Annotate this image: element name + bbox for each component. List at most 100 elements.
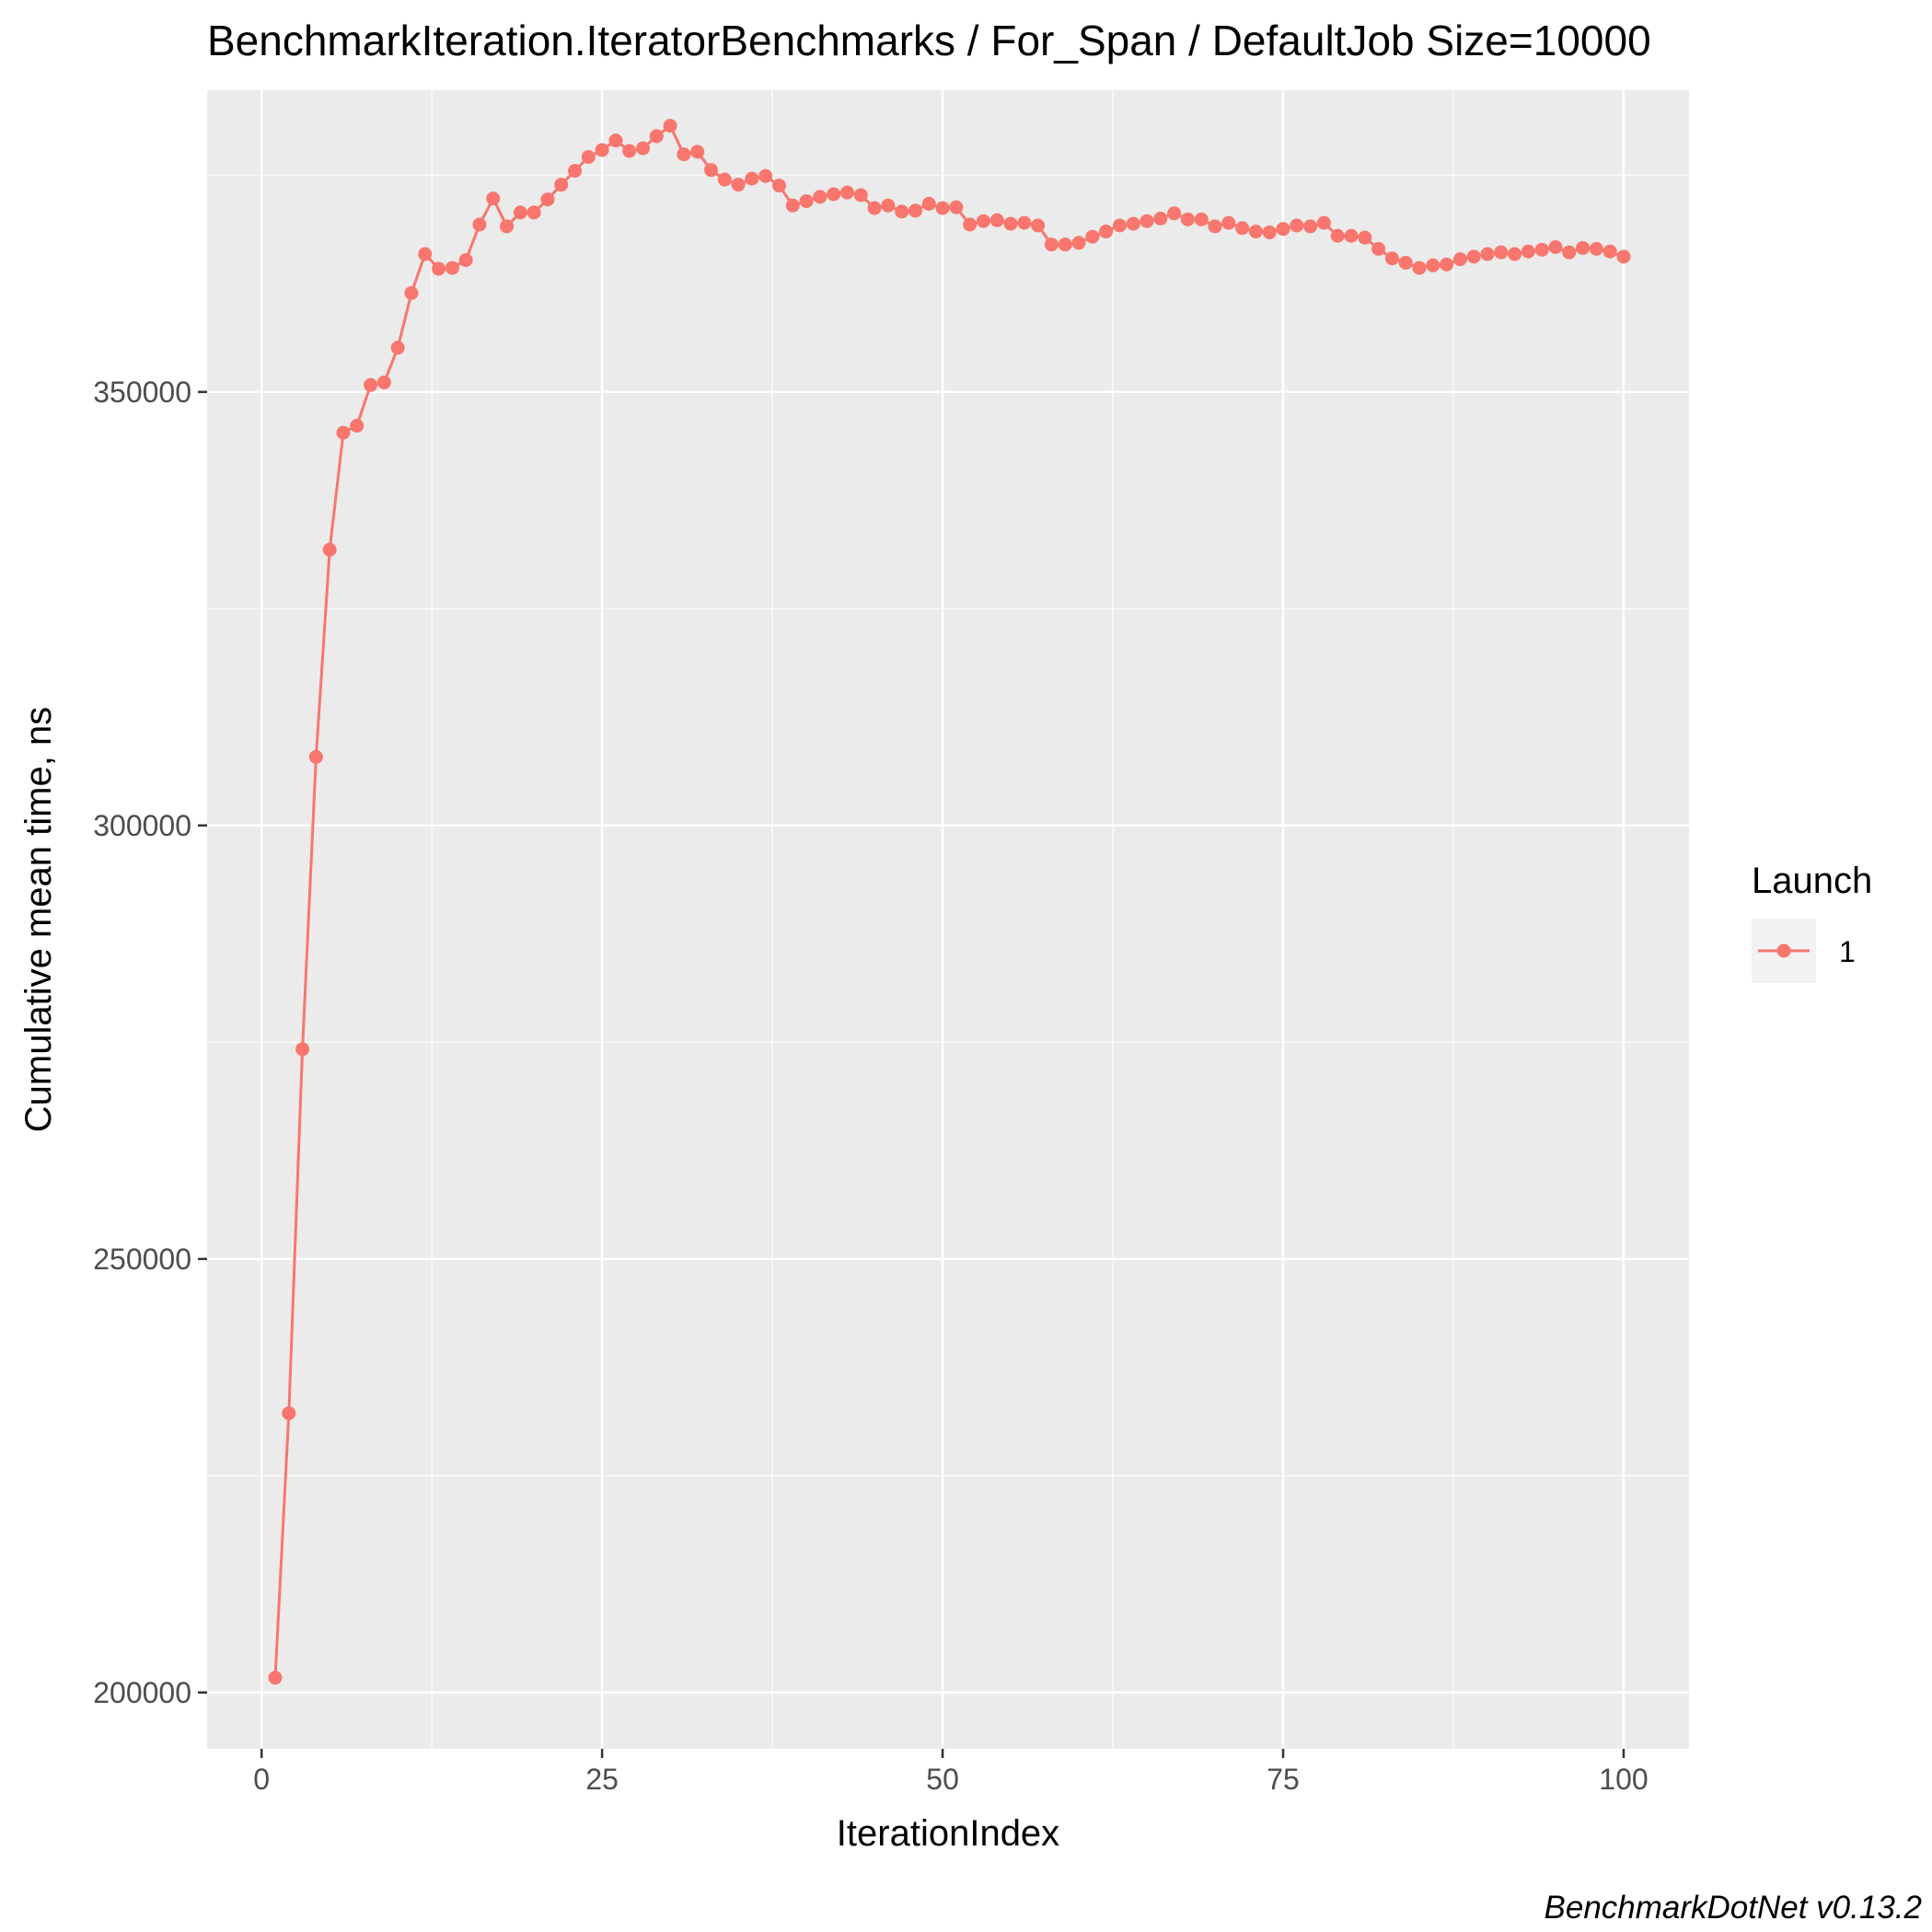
- data-point: [268, 1671, 283, 1685]
- data-point: [1085, 229, 1100, 244]
- data-point: [881, 198, 896, 213]
- data-point: [1017, 215, 1032, 230]
- axis-ticks: [198, 390, 1625, 1758]
- data-point: [1384, 251, 1399, 266]
- data-point: [1194, 212, 1209, 226]
- data-point: [568, 164, 583, 179]
- x-tick-label: 25: [585, 1763, 619, 1796]
- data-point: [1576, 240, 1591, 255]
- caption: BenchmarkDotNet v0.13.2: [1544, 1890, 1922, 1926]
- data-point: [282, 1406, 296, 1420]
- data-point: [1602, 244, 1617, 259]
- data-point: [513, 205, 527, 220]
- data-point: [364, 377, 378, 392]
- data-point: [827, 187, 841, 202]
- data-point: [486, 191, 501, 206]
- data-point: [1276, 222, 1290, 237]
- data-point: [636, 141, 651, 156]
- data-point: [785, 198, 800, 213]
- data-point: [595, 143, 609, 157]
- data-point: [1112, 218, 1127, 233]
- data-point: [1616, 249, 1631, 264]
- data-point: [1099, 225, 1114, 239]
- data-point: [1044, 237, 1059, 252]
- minor-gridlines: [207, 90, 1689, 1749]
- y-tick-label: 300000: [93, 809, 191, 842]
- data-point: [1262, 225, 1277, 239]
- data-point: [554, 178, 569, 192]
- data-point: [649, 129, 664, 144]
- data-point: [1398, 255, 1413, 270]
- data-point: [1153, 211, 1168, 226]
- legend-title: Launch: [1752, 861, 1872, 901]
- data-point: [526, 205, 541, 220]
- data-point: [1358, 230, 1372, 245]
- data-point: [1290, 218, 1304, 233]
- legend-key-point: [1776, 943, 1791, 958]
- data-point: [1589, 241, 1603, 256]
- data-point: [717, 172, 732, 187]
- data-point: [1140, 214, 1154, 228]
- x-axis-title: IterationIndex: [837, 1813, 1059, 1854]
- data-point: [1248, 225, 1263, 239]
- data-point: [663, 119, 677, 133]
- data-point: [295, 1042, 310, 1057]
- data-point: [336, 425, 351, 440]
- data-point: [1440, 257, 1454, 272]
- data-point: [376, 375, 391, 389]
- data-point: [1058, 237, 1072, 252]
- x-tick-labels: 0 25 50 75 100: [253, 1763, 1648, 1796]
- data-point: [908, 203, 922, 218]
- data-point: [1562, 245, 1577, 260]
- data-point: [581, 150, 596, 165]
- data-point: [1167, 206, 1182, 221]
- data-point: [500, 219, 515, 234]
- data-point: [853, 188, 868, 202]
- data-point: [390, 341, 405, 355]
- data-point: [1426, 258, 1440, 272]
- data-point: [1003, 216, 1018, 231]
- data-point: [1126, 216, 1140, 231]
- data-point: [895, 204, 909, 219]
- data-point: [1494, 245, 1509, 260]
- data-point: [445, 260, 459, 275]
- data-point: [322, 542, 337, 557]
- data-point: [1180, 212, 1195, 226]
- data-point: [839, 185, 854, 200]
- legend-label: 1: [1839, 935, 1856, 968]
- x-tick-label: 50: [926, 1763, 959, 1796]
- data-point: [432, 261, 446, 276]
- data-point: [404, 285, 419, 300]
- data-point: [1330, 228, 1345, 243]
- data-point: [813, 190, 827, 204]
- data-point: [1521, 244, 1535, 259]
- chart-title: BenchmarkIteration.IteratorBenchmarks / …: [207, 17, 1651, 64]
- data-point: [1316, 215, 1331, 230]
- data-point: [690, 145, 705, 159]
- data-point: [949, 200, 964, 214]
- x-tick-label: 75: [1267, 1763, 1300, 1796]
- data-point: [1221, 215, 1236, 230]
- data-point: [350, 419, 364, 434]
- data-point: [731, 178, 746, 192]
- data-point: [458, 253, 473, 268]
- data-point: [1031, 218, 1046, 233]
- y-tick-labels: 200000 250000 300000 350000: [93, 376, 191, 1709]
- data-point: [1548, 239, 1563, 254]
- data-point: [921, 196, 936, 211]
- data-point: [976, 214, 990, 228]
- series-launch-1: [268, 119, 1631, 1685]
- plot-panel: [207, 90, 1689, 1749]
- data-point: [472, 217, 487, 232]
- legend: Launch 1: [1752, 861, 1872, 983]
- data-point: [1412, 260, 1427, 275]
- data-point: [1452, 252, 1467, 267]
- data-point: [677, 147, 691, 162]
- data-point: [745, 171, 759, 186]
- data-point: [1534, 242, 1549, 257]
- y-tick-label: 350000: [93, 376, 191, 409]
- data-point: [704, 163, 719, 178]
- data-point: [963, 217, 978, 232]
- data-point: [1371, 241, 1386, 256]
